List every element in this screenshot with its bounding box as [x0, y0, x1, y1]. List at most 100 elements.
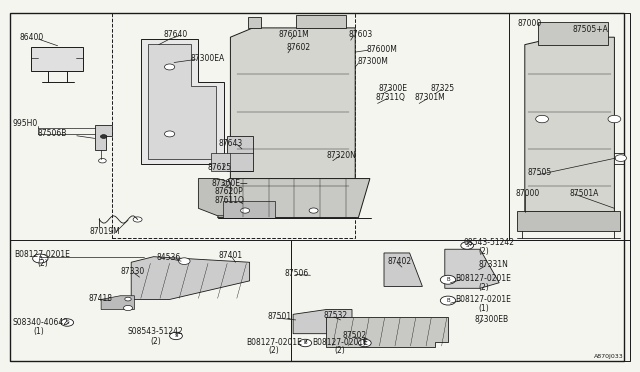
Text: 87532: 87532 — [323, 311, 348, 320]
Polygon shape — [218, 179, 370, 218]
Text: 87600M: 87600M — [366, 45, 397, 54]
Polygon shape — [198, 179, 230, 216]
Text: B08127-0201E: B08127-0201E — [456, 274, 511, 283]
Text: B: B — [303, 340, 307, 346]
Circle shape — [536, 115, 548, 123]
Text: 87625: 87625 — [208, 163, 232, 172]
Bar — [10, 240, 291, 361]
Text: (2): (2) — [269, 346, 280, 355]
Text: (1): (1) — [33, 327, 44, 336]
Text: 87402: 87402 — [387, 257, 412, 266]
Polygon shape — [227, 136, 253, 171]
Circle shape — [440, 296, 456, 305]
Bar — [291, 240, 630, 361]
Text: 87501: 87501 — [268, 312, 292, 321]
Text: B: B — [446, 277, 450, 282]
Polygon shape — [223, 201, 275, 218]
Circle shape — [179, 258, 190, 264]
Circle shape — [133, 217, 142, 222]
Polygon shape — [31, 46, 83, 71]
Circle shape — [608, 115, 621, 123]
Text: (2): (2) — [150, 337, 161, 346]
Text: 87320N: 87320N — [326, 151, 356, 160]
Text: 87325: 87325 — [430, 84, 454, 93]
Text: B08127-0201E: B08127-0201E — [14, 250, 70, 259]
Circle shape — [99, 158, 106, 163]
Circle shape — [124, 305, 132, 311]
Polygon shape — [445, 249, 499, 288]
Polygon shape — [131, 257, 250, 299]
Text: 995H0: 995H0 — [13, 119, 38, 128]
Text: (2): (2) — [479, 283, 490, 292]
Circle shape — [100, 135, 107, 138]
Text: 87019M: 87019M — [90, 227, 120, 236]
Circle shape — [440, 275, 456, 284]
Circle shape — [170, 332, 182, 340]
Text: 87311Q: 87311Q — [375, 93, 405, 102]
Polygon shape — [293, 310, 352, 334]
Text: 84536: 84536 — [157, 253, 181, 262]
Circle shape — [61, 319, 74, 326]
Circle shape — [615, 155, 627, 161]
Text: 87603: 87603 — [349, 30, 373, 39]
Text: (2): (2) — [334, 346, 345, 355]
Text: 87502: 87502 — [342, 331, 367, 340]
Polygon shape — [517, 211, 620, 231]
Text: 87505: 87505 — [528, 169, 552, 177]
Text: B: B — [446, 298, 450, 303]
Polygon shape — [141, 39, 224, 164]
Text: S: S — [174, 333, 178, 339]
Polygon shape — [211, 153, 230, 171]
Text: 87300E: 87300E — [379, 84, 408, 93]
Text: 87300M: 87300M — [357, 57, 388, 66]
Text: 87506: 87506 — [285, 269, 309, 278]
Text: 87330: 87330 — [120, 267, 145, 276]
Text: 86400: 86400 — [19, 33, 44, 42]
Text: 08543-51242: 08543-51242 — [464, 238, 515, 247]
Text: 87620P: 87620P — [214, 187, 243, 196]
Text: 87640: 87640 — [164, 30, 188, 39]
Text: S08543-51242: S08543-51242 — [128, 327, 184, 336]
Text: 87506B: 87506B — [37, 129, 67, 138]
Bar — [509, 13, 630, 240]
Circle shape — [164, 64, 175, 70]
Text: S: S — [465, 243, 469, 248]
Polygon shape — [248, 17, 261, 28]
Circle shape — [164, 131, 175, 137]
Text: B08127-0201E: B08127-0201E — [246, 338, 302, 347]
Text: 87300E—: 87300E— — [211, 179, 248, 187]
Text: 87331N: 87331N — [479, 260, 509, 269]
Circle shape — [125, 297, 131, 301]
Text: (2): (2) — [479, 247, 490, 256]
Text: (2): (2) — [37, 259, 48, 268]
Text: 87643: 87643 — [219, 139, 243, 148]
Text: 87601M: 87601M — [278, 30, 309, 39]
Polygon shape — [148, 44, 216, 159]
Text: B08127-0201E: B08127-0201E — [456, 295, 511, 304]
Text: 87401: 87401 — [219, 251, 243, 260]
Text: 87000: 87000 — [515, 189, 540, 198]
Text: 87602: 87602 — [287, 43, 311, 52]
Circle shape — [358, 339, 371, 347]
Text: 87300EA: 87300EA — [191, 54, 225, 63]
Circle shape — [461, 242, 474, 249]
Text: 87501A: 87501A — [570, 189, 599, 198]
Text: B: B — [363, 340, 367, 346]
Polygon shape — [326, 317, 448, 347]
Text: 87505+A: 87505+A — [573, 25, 609, 34]
Circle shape — [241, 208, 250, 213]
Text: S08340-40642: S08340-40642 — [13, 318, 69, 327]
Polygon shape — [101, 296, 134, 310]
Polygon shape — [95, 125, 112, 150]
Polygon shape — [538, 22, 608, 45]
Text: 87301M: 87301M — [415, 93, 445, 102]
Text: B08127-0201E: B08127-0201E — [312, 338, 368, 347]
Text: A870J033: A870J033 — [595, 354, 624, 359]
Circle shape — [309, 208, 318, 213]
Text: S: S — [65, 320, 69, 325]
Text: 87611Q: 87611Q — [214, 196, 244, 205]
Text: 87300EB: 87300EB — [475, 315, 509, 324]
Polygon shape — [296, 15, 346, 28]
Polygon shape — [230, 28, 355, 218]
Text: (1): (1) — [479, 304, 490, 312]
